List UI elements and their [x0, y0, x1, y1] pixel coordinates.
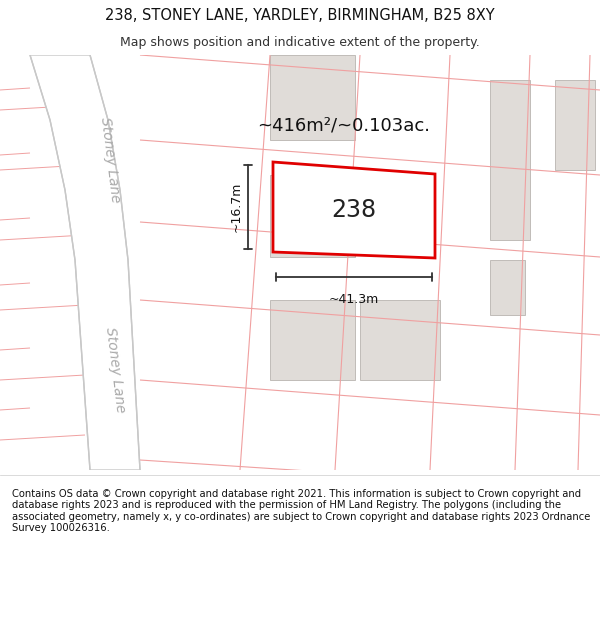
Polygon shape — [270, 175, 355, 257]
Text: 238: 238 — [331, 198, 377, 222]
Polygon shape — [555, 80, 595, 170]
Text: Stoney Lane: Stoney Lane — [103, 326, 127, 414]
Text: ~16.7m: ~16.7m — [230, 182, 243, 232]
Polygon shape — [360, 300, 440, 380]
Polygon shape — [30, 55, 140, 470]
Text: ~41.3m: ~41.3m — [329, 293, 379, 306]
Text: ~416m²/~0.103ac.: ~416m²/~0.103ac. — [257, 116, 431, 134]
Polygon shape — [270, 55, 355, 140]
Text: Stoney Lane: Stoney Lane — [98, 116, 122, 204]
Text: 238, STONEY LANE, YARDLEY, BIRMINGHAM, B25 8XY: 238, STONEY LANE, YARDLEY, BIRMINGHAM, B… — [105, 8, 495, 23]
Polygon shape — [490, 260, 525, 315]
Text: Map shows position and indicative extent of the property.: Map shows position and indicative extent… — [120, 36, 480, 49]
Polygon shape — [273, 162, 435, 258]
Polygon shape — [490, 80, 530, 240]
Polygon shape — [270, 300, 355, 380]
Text: Contains OS data © Crown copyright and database right 2021. This information is : Contains OS data © Crown copyright and d… — [12, 489, 590, 533]
